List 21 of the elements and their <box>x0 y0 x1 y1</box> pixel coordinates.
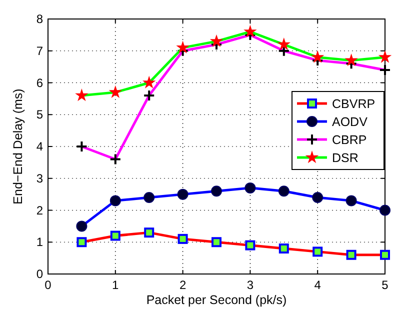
y-tick-label: 6 <box>36 76 44 90</box>
y-tick-label: 8 <box>36 12 44 26</box>
y-tick-label: 5 <box>36 108 44 122</box>
x-tick-label: 5 <box>382 278 389 292</box>
legend-label: CBVRP <box>332 97 376 111</box>
x-axis-title: Packet per Second (pk/s) <box>146 293 287 307</box>
x-tick-label: 0 <box>44 278 52 292</box>
y-tick-label: 3 <box>36 171 44 186</box>
y-tick-label: 1 <box>36 235 44 250</box>
x-tick-label: 2 <box>179 278 186 292</box>
legend-label: AODV <box>332 115 368 129</box>
x-tick-label: 4 <box>314 278 322 292</box>
legend-label: CBRP <box>332 133 367 147</box>
x-tick-label: 1 <box>112 278 120 292</box>
y-tick-label: 0 <box>36 267 44 281</box>
y-tick-label: 2 <box>36 203 44 218</box>
y-tick-label: 4 <box>36 140 44 154</box>
y-axis-title: End−End Delay (ms) <box>11 88 25 204</box>
y-tick-label: 7 <box>36 44 44 58</box>
legend-label: DSR <box>332 151 358 165</box>
x-tick-label: 3 <box>246 278 254 292</box>
